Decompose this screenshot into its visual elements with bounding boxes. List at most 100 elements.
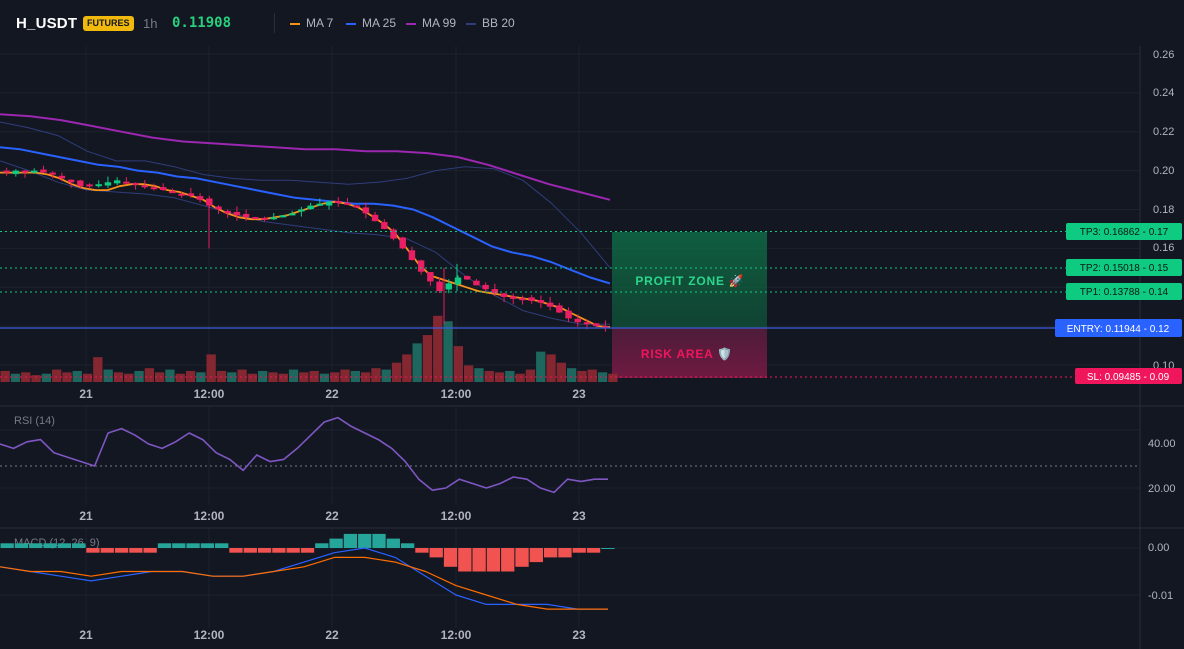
volume-bar <box>474 368 484 382</box>
volume-bar <box>144 368 154 382</box>
tp3-tag-bg <box>1066 223 1182 240</box>
time-label: 21 <box>79 509 93 523</box>
legend-ma99-label: MA 99 <box>422 16 457 30</box>
candle-body <box>381 222 388 229</box>
candle-body <box>454 277 462 285</box>
candle-body <box>224 210 231 214</box>
candle-body <box>21 170 29 173</box>
sl-tag-bg <box>1075 368 1182 384</box>
tp1-tag-label: TP1: 0.13788 - 0.14 <box>1080 287 1169 298</box>
legend-ma25[interactable]: MA 25 <box>346 16 396 30</box>
macd-histogram-bar <box>29 543 43 548</box>
macd-histogram-bar <box>229 548 243 553</box>
rsi-pane-label[interactable]: RSI (14) <box>14 415 55 427</box>
candle-body <box>261 217 268 220</box>
volume-bar <box>443 321 453 382</box>
macd-histogram-bar <box>172 543 186 548</box>
candle-body <box>583 322 591 325</box>
volume-bar <box>72 370 82 382</box>
legend-ma25-label: MA 25 <box>362 16 397 30</box>
macd-histogram-bar <box>343 533 358 548</box>
sl-tag[interactable]: SL: 0.09485 - 0.09 <box>1075 368 1182 384</box>
candle-body <box>491 289 499 294</box>
macd-histogram-bar <box>515 548 529 567</box>
tp2-tag[interactable]: TP2: 0.15018 - 0.15 <box>1066 259 1182 276</box>
tp3-tag[interactable]: TP3: 0.16862 - 0.17 <box>1066 223 1182 240</box>
macd-histogram-bar <box>429 548 443 558</box>
volume-bar <box>484 370 494 382</box>
legend-bb20[interactable]: BB 20 <box>466 16 515 30</box>
candle-body <box>242 213 250 218</box>
ma99-line <box>0 113 611 201</box>
time-axis-rsi[interactable]: 21 12:00 22 12:00 23 <box>79 509 586 523</box>
candle-body <box>77 180 84 187</box>
volume-bar <box>134 370 144 382</box>
time-axis-main[interactable]: 21 12:00 22 12:00 23 <box>79 387 586 401</box>
candle-body <box>445 283 453 290</box>
price-tick: 0.26 <box>1153 49 1174 61</box>
time-label: 23 <box>572 509 586 523</box>
candle-body <box>463 276 471 280</box>
risk-zone[interactable] <box>612 328 767 378</box>
candle-body <box>519 298 526 301</box>
tp1-tag[interactable]: TP1: 0.13788 - 0.14 <box>1066 283 1182 300</box>
macd-histogram-bar <box>114 548 129 553</box>
candle-body <box>371 214 379 222</box>
ma99-swatch-icon <box>406 22 416 25</box>
macd-line <box>0 547 608 610</box>
price-axis[interactable]: 0.26 0.24 0.22 0.20 0.18 0.16 0.10 <box>1153 49 1174 372</box>
volume-bar <box>0 370 10 382</box>
volume-bar <box>124 373 134 382</box>
volume-bar <box>391 362 402 382</box>
macd-histogram-bar <box>300 548 315 553</box>
candle-body <box>473 280 480 286</box>
volume-bar <box>546 354 556 382</box>
entry-tag-label: ENTRY: 0.11944 - 0.12 <box>1067 324 1170 335</box>
time-label: 12:00 <box>441 387 472 401</box>
candle-body <box>325 201 333 206</box>
volume-bar <box>258 370 268 382</box>
legend-ma7[interactable]: MA 7 <box>290 16 333 30</box>
macd-histogram-bar <box>386 538 400 548</box>
time-label: 21 <box>79 628 93 642</box>
volume-bar <box>597 372 608 382</box>
macd-histogram-bar <box>0 543 14 548</box>
legend-ma99[interactable]: MA 99 <box>406 16 456 30</box>
candle-body <box>298 209 305 212</box>
candle-body <box>123 181 130 184</box>
candle-body <box>602 326 609 329</box>
profit-zone[interactable] <box>612 232 767 328</box>
symbol-title[interactable]: H_USDT <box>16 15 78 32</box>
macd-histogram-bar <box>372 533 386 548</box>
volume-bar <box>268 372 278 382</box>
macd-histogram-bar <box>443 548 458 567</box>
rsi-line[interactable] <box>0 416 608 494</box>
candle-body <box>86 184 93 187</box>
timeframe-label[interactable]: 1h <box>143 16 158 31</box>
macd-histogram-bar <box>458 548 472 572</box>
candle-body <box>49 172 56 175</box>
time-label: 12:00 <box>194 387 225 401</box>
macd-histogram-bar <box>14 543 29 548</box>
time-label: 12:00 <box>194 628 225 642</box>
macd-indicator[interactable] <box>0 533 615 610</box>
macd-tick: 0.00 <box>1148 542 1169 554</box>
candlesticks[interactable] <box>3 165 609 332</box>
time-axis-macd[interactable]: 21 12:00 22 12:00 23 <box>79 628 586 642</box>
macd-histogram-bar <box>72 543 86 548</box>
candle-body <box>399 237 406 249</box>
volume-bar <box>402 354 412 382</box>
candle-body <box>316 203 324 206</box>
candle-body <box>528 297 535 301</box>
volume-bar <box>309 370 319 382</box>
entry-tag[interactable]: ENTRY: 0.11944 - 0.12 <box>1055 319 1182 337</box>
rsi-series <box>0 416 608 494</box>
candle-body <box>537 300 545 303</box>
macd-histogram-bar <box>272 548 286 553</box>
macd-histogram-bar <box>572 548 586 553</box>
macd-histogram-bar <box>200 543 215 548</box>
price-tick: 0.20 <box>1153 165 1174 177</box>
price-tick: 0.16 <box>1153 242 1174 254</box>
volume-bar <box>185 370 196 382</box>
